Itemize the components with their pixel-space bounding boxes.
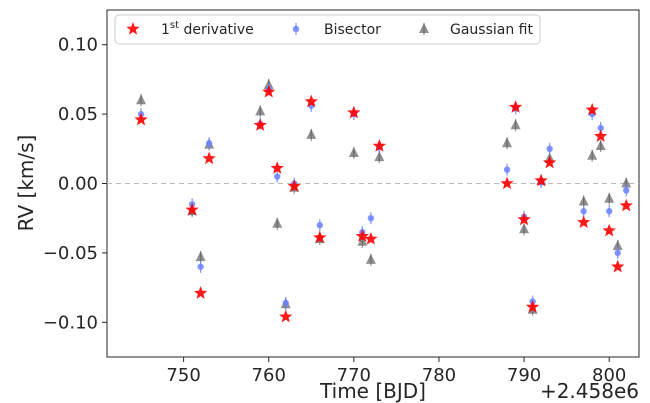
legend-label-base: 1 (161, 22, 170, 38)
point-1st-derivative (279, 309, 293, 323)
point-bisector (282, 299, 289, 307)
y-axis-ticks: −0.10 −0.05 0.00 0.05 0.10 (43, 35, 107, 333)
point-gaussian-fit (255, 105, 266, 116)
point-gaussian-fit (306, 128, 317, 139)
x-tick-label: 760 (252, 365, 286, 386)
legend-label-rest: derivative (179, 22, 254, 38)
point-bisector (197, 263, 204, 270)
point-gaussian-fit (348, 146, 359, 157)
point-gaussian-fit (621, 177, 632, 188)
point-gaussian-fit (595, 140, 606, 151)
point-bisector (606, 208, 613, 215)
y-tick-label: 0.00 (58, 174, 98, 195)
point-bisector (614, 249, 621, 257)
point-1st-derivative (619, 198, 633, 212)
point-1st-derivative (287, 179, 301, 192)
point-gaussian-fit (587, 149, 598, 160)
x-tick-label: 800 (592, 365, 626, 386)
point-1st-derivative (525, 300, 540, 313)
point-1st-derivative (185, 202, 199, 216)
point-1st-derivative (534, 173, 548, 187)
point-bisector (316, 221, 323, 229)
point-gaussian-fit (272, 217, 283, 228)
point-1st-derivative (372, 139, 387, 152)
legend-triangle-marker (419, 23, 429, 33)
x-tick-label: 750 (166, 365, 200, 386)
point-1st-derivative (364, 232, 378, 245)
legend: 1st derivative Bisector Gaussian fit (114, 14, 541, 45)
x-axis-label: Time [BJD] (319, 379, 426, 403)
point-bisector (205, 140, 213, 147)
point-bisector (274, 173, 281, 180)
point-1st-derivative (508, 100, 523, 113)
point-gaussian-fit (365, 253, 376, 264)
point-gaussian-fit (374, 151, 385, 162)
point-1st-derivative (602, 223, 616, 237)
point-gaussian-fit (136, 94, 147, 105)
y-tick-label: −0.10 (43, 312, 98, 333)
point-1st-derivative (517, 212, 531, 226)
legend-marker-bisector (292, 23, 300, 35)
legend-star-marker (126, 22, 140, 35)
x-tick-label: 770 (337, 365, 371, 386)
legend-label-1st-derivative: 1st derivative (161, 20, 254, 38)
point-bisector (597, 124, 604, 132)
point-bisector (503, 166, 511, 173)
legend-box (114, 14, 541, 45)
x-axis-offset: +2.458e6 (540, 379, 639, 403)
point-1st-derivative (262, 84, 276, 98)
point-gaussian-fit (612, 239, 623, 250)
legend-marker-1st-derivative (126, 22, 140, 35)
point-gaussian-fit (604, 192, 615, 203)
point-1st-derivative (313, 230, 327, 244)
legend-label-superscript: st (170, 20, 179, 31)
point-1st-derivative (577, 215, 591, 229)
point-1st-derivative (611, 259, 625, 273)
y-tick-label: 0.05 (58, 104, 98, 125)
x-tick-label: 790 (507, 365, 541, 386)
point-1st-derivative (500, 176, 514, 190)
point-1st-derivative (347, 105, 361, 119)
point-gaussian-fit (195, 251, 206, 262)
y-tick-label: 0.10 (58, 35, 98, 56)
y-tick-label: −0.05 (43, 243, 98, 264)
point-1st-derivative (253, 118, 267, 131)
point-gaussian-fit (519, 223, 530, 234)
point-1st-derivative (134, 112, 148, 126)
x-axis-ticks: 750 760 770 780 790 800 (166, 357, 626, 386)
legend-marker-gaussian-fit (419, 23, 429, 35)
point-gaussian-fit (502, 137, 513, 148)
legend-label-bisector: Bisector (324, 22, 381, 38)
x-tick-label: 780 (422, 365, 456, 386)
point-1st-derivative (193, 286, 208, 299)
point-bisector (367, 215, 375, 222)
y-axis-label: RV [km/s] (14, 135, 38, 232)
point-1st-derivative (202, 151, 216, 165)
point-bisector (580, 208, 587, 215)
point-gaussian-fit (510, 119, 521, 130)
point-1st-derivative (594, 129, 608, 142)
point-1st-derivative (585, 102, 599, 116)
point-1st-derivative (270, 161, 284, 174)
point-1st-derivative (304, 94, 318, 108)
legend-label-gaussian-fit: Gaussian fit (450, 22, 533, 38)
data-points (134, 78, 633, 323)
point-bisector (623, 187, 630, 194)
point-gaussian-fit (578, 195, 589, 206)
point-1st-derivative (355, 229, 370, 242)
point-1st-derivative (542, 155, 557, 169)
point-gaussian-fit (357, 235, 368, 246)
legend-circle-marker (292, 25, 300, 33)
point-bisector (546, 145, 553, 152)
